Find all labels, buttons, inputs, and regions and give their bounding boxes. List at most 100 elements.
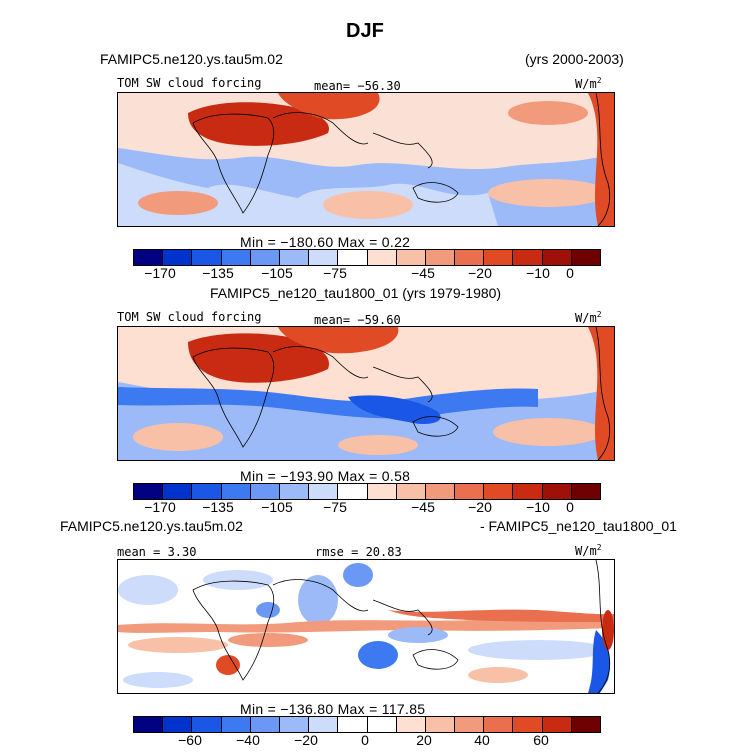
colorbar2-swatch (221, 484, 251, 499)
panel1-field-pink (323, 191, 413, 219)
colorbar3-swatch (279, 717, 310, 732)
panel1-field-arabia (278, 93, 380, 120)
panel3-minmax-label: Min = −136.80 Max = 117.85 (240, 701, 426, 717)
panel1-case-label: FAMIPC5.ne120.ys.tau5m.02 (100, 51, 283, 67)
colorbar1-swatch (338, 250, 368, 265)
colorbar1-tick-label: −105 (261, 265, 293, 281)
colorbar3-swatch (338, 717, 368, 732)
panel3-case-label-left: FAMIPC5.ne120.ys.tau5m.02 (60, 518, 243, 534)
colorbar2-swatch (134, 484, 164, 499)
colorbar1-tick-label: −45 (411, 265, 435, 281)
panel1-map (117, 92, 615, 227)
panel3-field (118, 563, 614, 693)
colorbar3-tick-label: −40 (236, 732, 260, 748)
colorbar1-swatch (542, 250, 572, 265)
colorbar3-swatch (513, 717, 543, 732)
colorbar3-swatch (250, 717, 280, 732)
colorbar2-swatch (192, 484, 222, 499)
colorbar2-swatch (250, 484, 280, 499)
colorbar1-swatch (455, 250, 485, 265)
colorbar2-swatch (484, 484, 514, 499)
panel1-minmax-label: Min = −180.60 Max = 0.22 (240, 234, 411, 250)
panel1-mean-label: mean= −56.30 (314, 79, 401, 93)
panel2-field-pink1 (133, 423, 223, 451)
colorbar3-swatch (134, 717, 164, 732)
panel2-mean-label: mean= −59.60 (314, 313, 401, 327)
colorbar1-tick-label: −75 (323, 265, 347, 281)
colorbar3-swatch (484, 717, 514, 732)
colorbar1 (133, 249, 601, 266)
colorbar2-tick-label: −135 (202, 499, 234, 515)
colorbar1-swatch (571, 250, 600, 265)
panel2-minmax-label: Min = −193.90 Max = 0.58 (240, 468, 411, 484)
panel1-units-label: W/m2 (575, 76, 602, 91)
panel2-field-pink2 (493, 418, 603, 446)
figure-title: DJF (346, 20, 384, 42)
panel3-case-label-right: - FAMIPC5_ne120_tau1800_01 (480, 518, 677, 534)
panel1-field-npac (508, 101, 588, 125)
colorbar1-tick-label: −20 (468, 265, 492, 281)
colorbar2-swatch (338, 484, 368, 499)
panel1-years-label: (yrs 2000-2003) (525, 51, 624, 67)
colorbar1-swatch (221, 250, 251, 265)
panel2-field-arabia (278, 327, 399, 354)
colorbar1-tick-label: −135 (202, 265, 234, 281)
colorbar2-swatch (367, 484, 397, 499)
colorbar2-swatch (163, 484, 193, 499)
panel3-coastlines (192, 560, 611, 693)
colorbar3-swatch (542, 717, 572, 732)
colorbar2-tick-label: −45 (411, 499, 435, 515)
panel3-rmse-label: rmse = 20.83 (315, 545, 402, 559)
colorbar3-tick-label: 0 (361, 732, 369, 748)
panel2-variable-label: TOM SW cloud forcing (117, 310, 262, 324)
colorbar3-swatch (309, 717, 339, 732)
colorbar3-swatch (221, 717, 251, 732)
colorbar1-swatch (425, 250, 456, 265)
panel2-map (117, 326, 615, 461)
panel1-field-sahara (188, 102, 329, 146)
colorbar2-swatch (455, 484, 485, 499)
panel2-units-label: W/m2 (575, 310, 602, 325)
panel2-field-pink3 (338, 435, 418, 455)
panel1-variable-label: TOM SW cloud forcing (117, 76, 262, 90)
panel2-field-sahara (188, 333, 329, 383)
colorbar2-swatch (309, 484, 339, 499)
colorbar3 (133, 716, 601, 733)
colorbar3-swatch (455, 717, 485, 732)
colorbar1-tick-label: 0 (566, 265, 574, 281)
colorbar2-tick-label: −10 (526, 499, 550, 515)
colorbar2-swatch (542, 484, 572, 499)
panel2-coastlines (192, 327, 611, 460)
colorbar1-swatch (513, 250, 543, 265)
colorbar3-swatch (571, 717, 600, 732)
panel1-field-americas (588, 93, 614, 226)
colorbar2 (133, 483, 601, 500)
colorbar2-swatch (425, 484, 456, 499)
colorbar1-swatch (309, 250, 339, 265)
colorbar2-swatch (513, 484, 543, 499)
colorbar1-tick-label: −10 (526, 265, 550, 281)
colorbar3-swatch (367, 717, 397, 732)
colorbar3-tick-label: 20 (416, 732, 432, 748)
panel3-mean-label: mean = 3.30 (117, 545, 197, 559)
panel2-field-warmpool (348, 395, 441, 424)
colorbar1-swatch (250, 250, 280, 265)
colorbar3-swatch (425, 717, 456, 732)
colorbar3-swatch (163, 717, 193, 732)
panel1-coastlines (192, 93, 611, 226)
colorbar2-tick-label: −170 (144, 499, 176, 515)
colorbar1-swatch (279, 250, 310, 265)
panel1-field-pink3 (138, 191, 218, 215)
panel1-field-pink2 (488, 179, 608, 207)
colorbar1-swatch (396, 250, 426, 265)
colorbar1-swatch (484, 250, 514, 265)
colorbar2-swatch (396, 484, 426, 499)
colorbar1-tick-label: −170 (144, 265, 176, 281)
panel2-case-label: FAMIPC5_ne120_tau1800_01 (yrs 1979-1980) (210, 285, 502, 301)
colorbar3-tick-label: −20 (294, 732, 318, 748)
colorbar2-tick-label: −75 (323, 499, 347, 515)
colorbar1-swatch (163, 250, 193, 265)
colorbar1-swatch (367, 250, 397, 265)
colorbar2-tick-label: 0 (566, 499, 574, 515)
colorbar3-tick-label: −60 (178, 732, 202, 748)
